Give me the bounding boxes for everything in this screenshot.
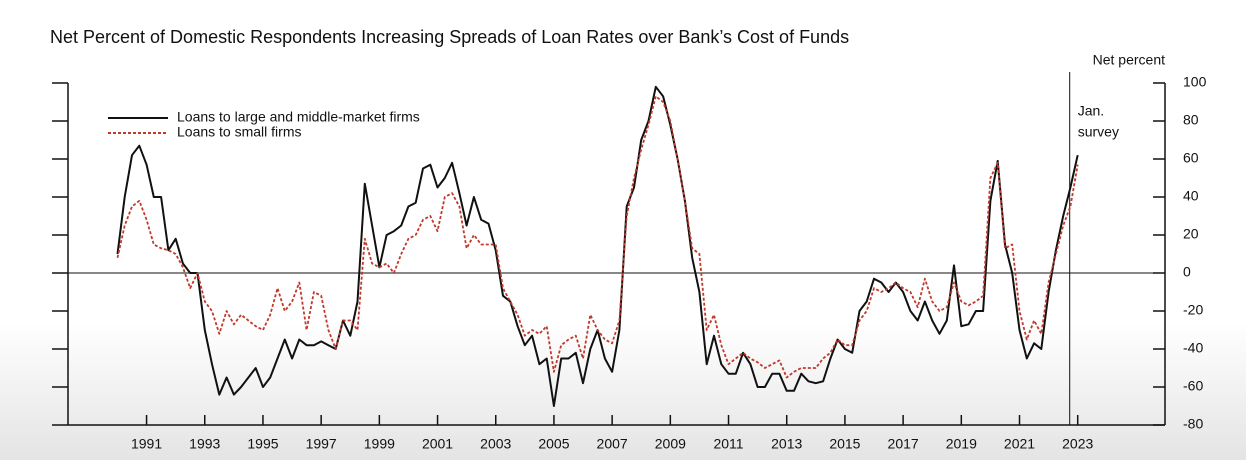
- series-line: [116, 95, 1079, 379]
- legend-label: Loans to small firms: [177, 124, 301, 140]
- x-tick-label: 2005: [538, 436, 569, 452]
- x-tick-label: 1997: [306, 436, 337, 452]
- y-tick-label: -20: [1183, 302, 1203, 318]
- y-tick-label: -60: [1183, 378, 1203, 394]
- x-tick-label: 2013: [771, 436, 802, 452]
- x-tick-label: 2023: [1062, 436, 1093, 452]
- x-tick-label: 1995: [247, 436, 278, 452]
- y-tick-label: 60: [1183, 150, 1199, 166]
- legend-label: Loans to large and middle-market firms: [177, 109, 420, 125]
- x-tick-label: 2001: [422, 436, 453, 452]
- y-tick-label: 40: [1183, 188, 1199, 204]
- y-tick-label: 20: [1183, 226, 1199, 242]
- annotation: Jan.: [1078, 103, 1104, 119]
- y-axis-label: Net percent: [1093, 52, 1165, 68]
- x-tick-label: 2007: [597, 436, 628, 452]
- x-tick-label: 1991: [131, 436, 162, 452]
- x-tick-label: 1993: [189, 436, 220, 452]
- x-tick-label: 2015: [829, 436, 860, 452]
- x-tick-label: 2011: [713, 436, 743, 452]
- y-tick-label: 0: [1183, 264, 1191, 280]
- x-tick-label: 2009: [655, 436, 686, 452]
- x-tick-label: 1999: [364, 436, 395, 452]
- chart-title: Net Percent of Domestic Respondents Incr…: [50, 27, 849, 47]
- x-tick-label: 2021: [1004, 436, 1035, 452]
- y-tick-label: -80: [1183, 416, 1203, 432]
- x-tick-label: 2003: [480, 436, 511, 452]
- y-tick-label: 100: [1183, 74, 1207, 90]
- y-tick-label: -40: [1183, 340, 1203, 356]
- y-tick-label: 80: [1183, 112, 1199, 128]
- x-tick-label: 2019: [946, 436, 977, 452]
- x-tick-label: 2017: [888, 436, 919, 452]
- annotation: survey: [1078, 124, 1119, 140]
